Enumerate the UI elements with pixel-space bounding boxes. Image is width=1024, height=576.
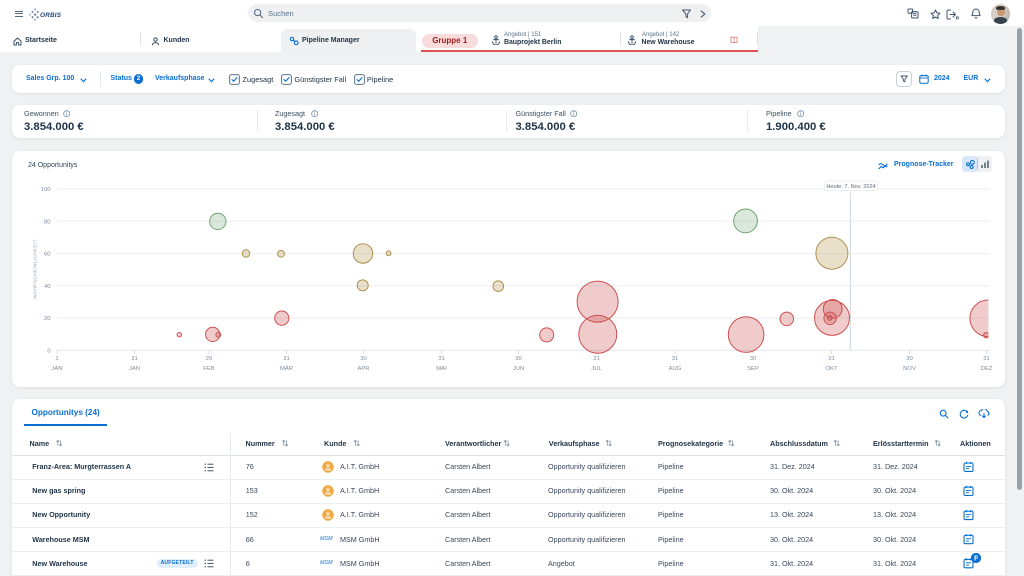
svg-text:29: 29	[206, 356, 213, 362]
svg-text:Heute: 7. Nov. 2024: Heute: 7. Nov. 2024	[826, 184, 875, 190]
svg-text:20: 20	[44, 316, 51, 322]
svg-text:30: 30	[906, 356, 913, 362]
svg-text:31: 31	[983, 356, 990, 362]
svg-text:DEZ: DEZ	[981, 366, 993, 372]
svg-text:100: 100	[41, 187, 52, 193]
svg-text:31: 31	[672, 356, 679, 362]
svg-text:SEP: SEP	[747, 366, 759, 372]
svg-text:APR: APR	[357, 366, 369, 372]
svg-text:31: 31	[283, 356, 290, 362]
svg-text:OKT: OKT	[825, 366, 838, 372]
svg-text:MÄR: MÄR	[280, 365, 293, 372]
svg-text:WAHRSCHEINLICHKEIT: WAHRSCHEINLICHKEIT	[33, 239, 39, 299]
svg-text:40: 40	[44, 284, 51, 290]
svg-text:ORBIS: ORBIS	[40, 12, 62, 19]
svg-text:30: 30	[750, 356, 757, 362]
svg-text:JAN: JAN	[129, 366, 140, 372]
svg-text:JUN: JUN	[513, 366, 524, 372]
svg-text:AUG: AUG	[669, 366, 682, 372]
svg-text:31: 31	[131, 356, 138, 362]
svg-text:F: F	[974, 556, 979, 563]
svg-text:NOV: NOV	[903, 366, 916, 372]
svg-text:FEB: FEB	[203, 366, 215, 372]
svg-text:1: 1	[55, 356, 58, 362]
svg-text:30: 30	[360, 356, 367, 362]
svg-text:JUL: JUL	[591, 366, 602, 372]
svg-text:0: 0	[47, 348, 51, 354]
svg-text:31: 31	[593, 356, 600, 362]
svg-text:31: 31	[438, 356, 445, 362]
svg-text:60: 60	[44, 252, 51, 258]
svg-text:JAN: JAN	[51, 366, 62, 372]
svg-text:80: 80	[44, 219, 51, 225]
svg-text:30: 30	[515, 356, 522, 362]
svg-text:MAI: MAI	[436, 366, 447, 372]
svg-text:31: 31	[828, 356, 835, 362]
